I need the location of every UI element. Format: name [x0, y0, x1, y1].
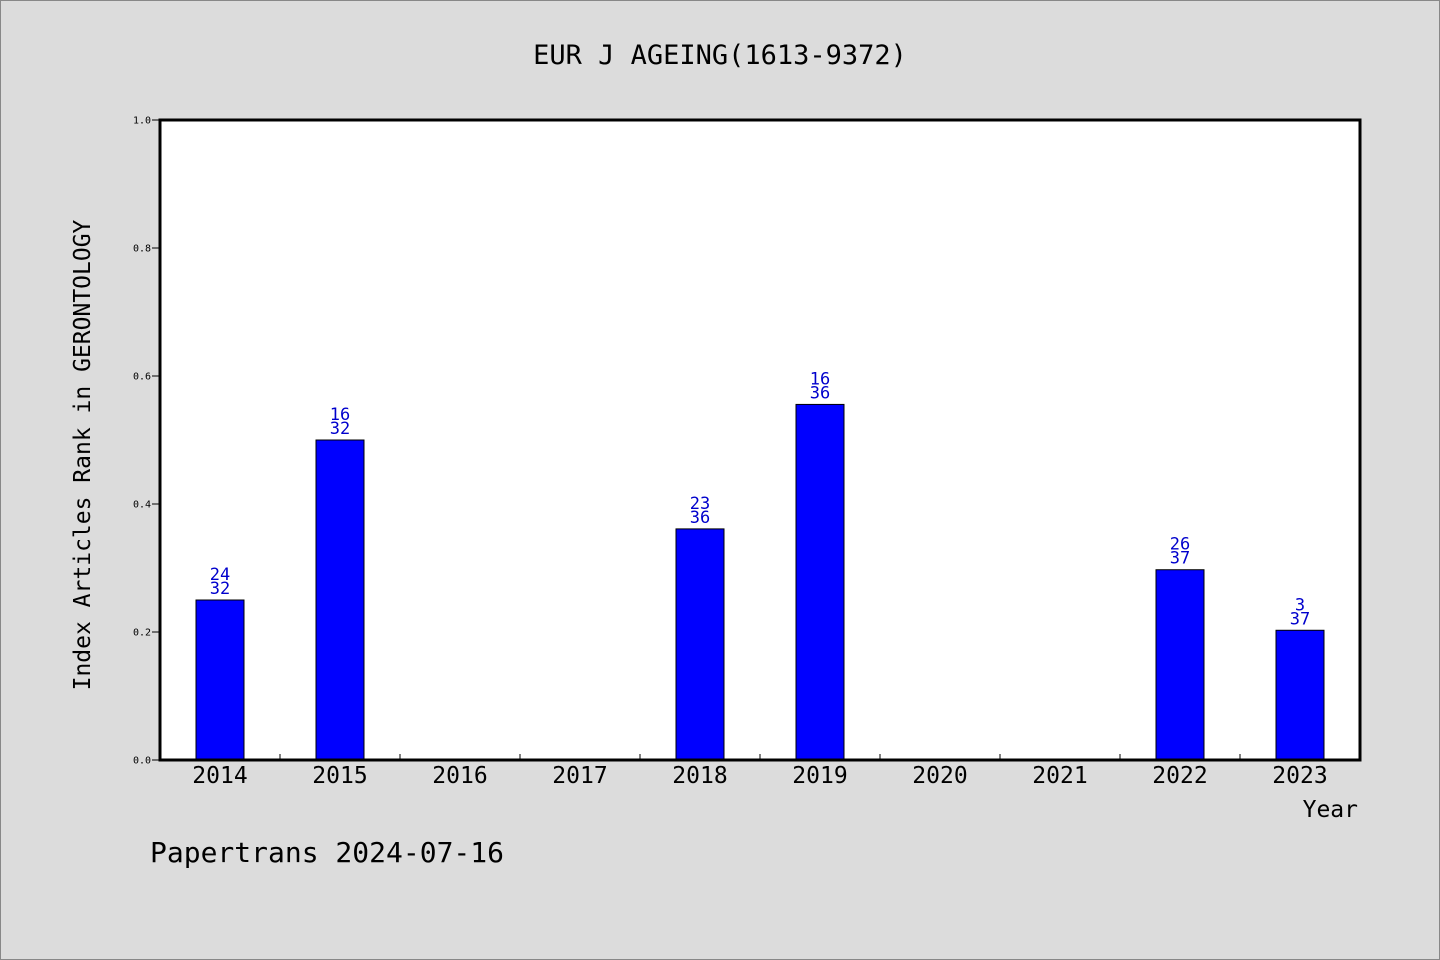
bar-total-label: 32	[210, 579, 230, 599]
bar-total-label: 36	[690, 508, 710, 528]
bar-2015	[315, 439, 365, 761]
x-tick-label: 2023	[1272, 763, 1327, 789]
y-tick-label: 0.4	[133, 500, 151, 511]
bar-total-label: 32	[330, 419, 350, 439]
y-tick-label: 0.2	[133, 628, 151, 639]
x-tick-label: 2021	[1032, 763, 1087, 789]
bar-rank-label: 24	[210, 565, 230, 585]
x-tick-label: 2020	[912, 763, 967, 789]
x-tick-label: 2016	[432, 763, 487, 789]
plot-frame	[158, 118, 1362, 762]
y-tick-label: 1.0	[133, 116, 151, 127]
chart-title: EUR J AGEING(1613-9372)	[533, 40, 907, 71]
x-tick-label: 2018	[672, 763, 727, 789]
bar-2018	[675, 528, 725, 761]
x-tick-label: 2022	[1152, 763, 1207, 789]
bar-2022	[1155, 569, 1205, 761]
y-axis-label: Index Articles Rank in GERONTOLOGY	[70, 219, 96, 690]
x-axis-label: Year	[1303, 797, 1358, 823]
x-tick-label: 2015	[312, 763, 367, 789]
x-tick-label: 2017	[552, 763, 607, 789]
y-tick-label: 0.8	[133, 244, 151, 255]
y-tick-label: 0.0	[133, 756, 151, 767]
bar-rank-label: 26	[1170, 535, 1190, 555]
footer-credit: Papertrans 2024-07-16	[150, 836, 504, 869]
bar-2023	[1275, 629, 1325, 761]
bar-rank-label: 16	[810, 369, 830, 389]
bar-rank-label: 3	[1295, 595, 1305, 615]
bar-total-label: 37	[1290, 609, 1310, 629]
y-tick-label: 0.6	[133, 372, 151, 383]
bar-rank-label: 16	[330, 405, 350, 425]
x-tick-label: 2019	[792, 763, 847, 789]
bar-total-label: 36	[810, 383, 830, 403]
bar-2014	[195, 599, 245, 761]
bar-total-label: 37	[1170, 549, 1190, 569]
x-tick-label: 2014	[192, 763, 247, 789]
bar-2019	[795, 403, 845, 761]
bar-rank-label: 23	[690, 494, 710, 514]
